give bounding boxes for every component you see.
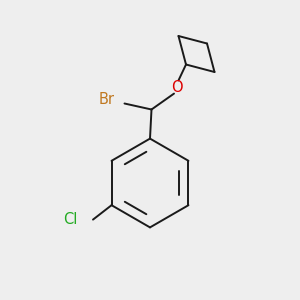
- Text: O: O: [171, 80, 183, 94]
- Text: Cl: Cl: [63, 212, 78, 226]
- Text: Br: Br: [98, 92, 115, 106]
